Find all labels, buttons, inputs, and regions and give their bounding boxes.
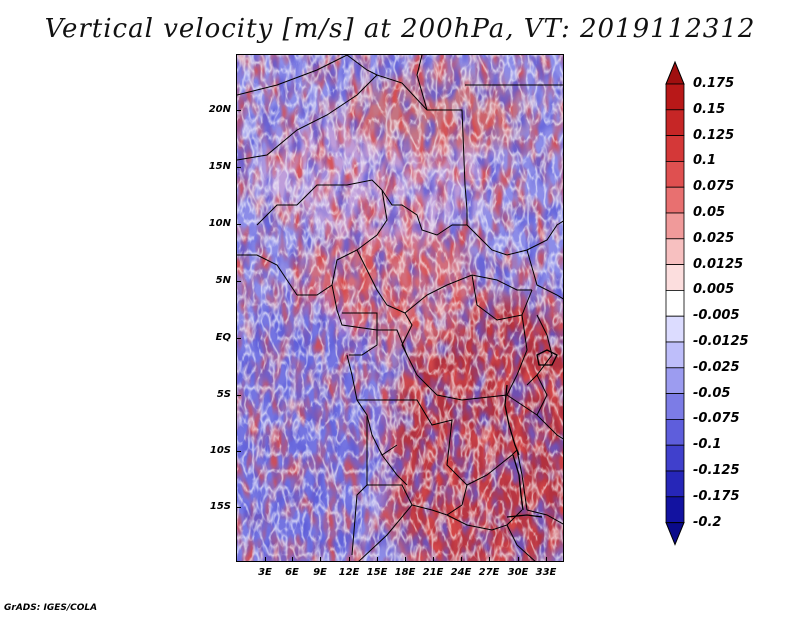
x-tick-label: 15E — [366, 567, 388, 578]
colorbar-cell — [665, 186, 685, 214]
colorbar-cell — [665, 341, 685, 369]
x-tick-label: 24E — [450, 567, 472, 578]
x-tick-label: 18E — [394, 567, 416, 578]
map-panel — [236, 54, 564, 562]
colorbar-label: 0.005 — [693, 282, 735, 298]
colorbar-cell — [665, 238, 685, 266]
colorbar-label: -0.175 — [693, 488, 740, 504]
y-tick — [236, 224, 241, 225]
x-tick-label: 6E — [285, 567, 299, 578]
colorbar-label: 0.05 — [693, 205, 726, 220]
y-tick-label: EQ — [215, 332, 231, 343]
y-tick-label: 10S — [209, 445, 231, 456]
x-tick — [433, 557, 434, 562]
colorbar-label: 0.025 — [693, 230, 735, 246]
y-tick — [236, 507, 241, 508]
colorbar-cell — [665, 289, 685, 317]
colorbar-cell — [665, 367, 685, 394]
x-tick — [405, 557, 406, 562]
colorbar-cell — [665, 264, 685, 291]
colorbar-label: 0.1 — [693, 153, 717, 169]
colorbar-label: -0.025 — [693, 359, 740, 375]
y-tick — [236, 167, 241, 168]
colorbar-label: -0.075 — [693, 411, 740, 427]
y-tick-label: 10N — [208, 218, 231, 229]
y-tick-label: 5S — [216, 389, 231, 400]
colorbar-label: -0.05 — [693, 385, 731, 401]
x-tick-label: 3E — [258, 567, 272, 578]
y-tick — [236, 395, 241, 396]
colorbar-label: 0.125 — [693, 127, 735, 143]
map-title: Vertical velocity [m/s] at 200hPa, VT: 2… — [44, 14, 756, 44]
x-tick — [461, 557, 462, 562]
colorbar — [665, 60, 685, 546]
x-tick — [489, 557, 490, 562]
colorbar-label: -0.125 — [693, 463, 740, 478]
country-borders — [237, 55, 563, 561]
colorbar-top-arrow — [665, 60, 685, 85]
colorbar-label: -0.1 — [693, 437, 722, 453]
colorbar-cell — [665, 315, 685, 343]
colorbar-cell — [665, 496, 685, 523]
x-tick — [377, 557, 378, 562]
colorbar-label: -0.005 — [693, 308, 740, 324]
y-tick — [236, 281, 241, 282]
colorbar-cell — [665, 212, 685, 240]
colorbar-cell — [665, 109, 685, 136]
x-tick — [518, 557, 519, 562]
colorbar-label: 0.15 — [693, 101, 726, 117]
y-tick — [236, 451, 241, 452]
grads-credit: GrADS: IGES/COLA — [4, 603, 98, 613]
colorbar-label: -0.0125 — [693, 334, 749, 349]
y-tick-label: 15S — [209, 501, 231, 512]
y-tick-label: 5N — [215, 275, 231, 286]
x-tick-label: 30E — [507, 567, 529, 578]
colorbar-cells — [665, 60, 685, 546]
x-tick — [265, 557, 266, 562]
colorbar-cell — [665, 393, 685, 420]
x-tick — [292, 557, 293, 562]
x-tick-label: 33E — [535, 567, 557, 578]
vertical-velocity-field — [237, 55, 563, 561]
x-tick-label: 12E — [338, 567, 360, 578]
colorbar-bottom-arrow — [665, 522, 685, 546]
x-tick — [349, 557, 350, 562]
colorbar-label: 0.075 — [693, 179, 735, 195]
colorbar-label: 0.175 — [693, 76, 735, 91]
y-tick — [236, 110, 241, 111]
y-tick-label: 20N — [208, 104, 231, 115]
colorbar-cell — [665, 418, 685, 446]
x-tick — [320, 557, 321, 562]
y-tick-label: 15N — [208, 161, 231, 172]
colorbar-cell — [665, 161, 685, 188]
colorbar-cell — [665, 444, 685, 472]
y-tick — [236, 338, 241, 339]
x-tick-label: 21E — [422, 567, 444, 578]
colorbar-cell — [665, 135, 685, 162]
lake-outlines — [504, 349, 558, 518]
x-tick-label: 27E — [478, 567, 500, 578]
colorbar-cell — [665, 470, 685, 498]
colorbar-cell — [665, 83, 685, 111]
colorbar-label: -0.2 — [693, 514, 722, 530]
x-tick-label: 9E — [313, 567, 327, 578]
colorbar-label: 0.0125 — [693, 256, 744, 272]
x-tick — [546, 557, 547, 562]
